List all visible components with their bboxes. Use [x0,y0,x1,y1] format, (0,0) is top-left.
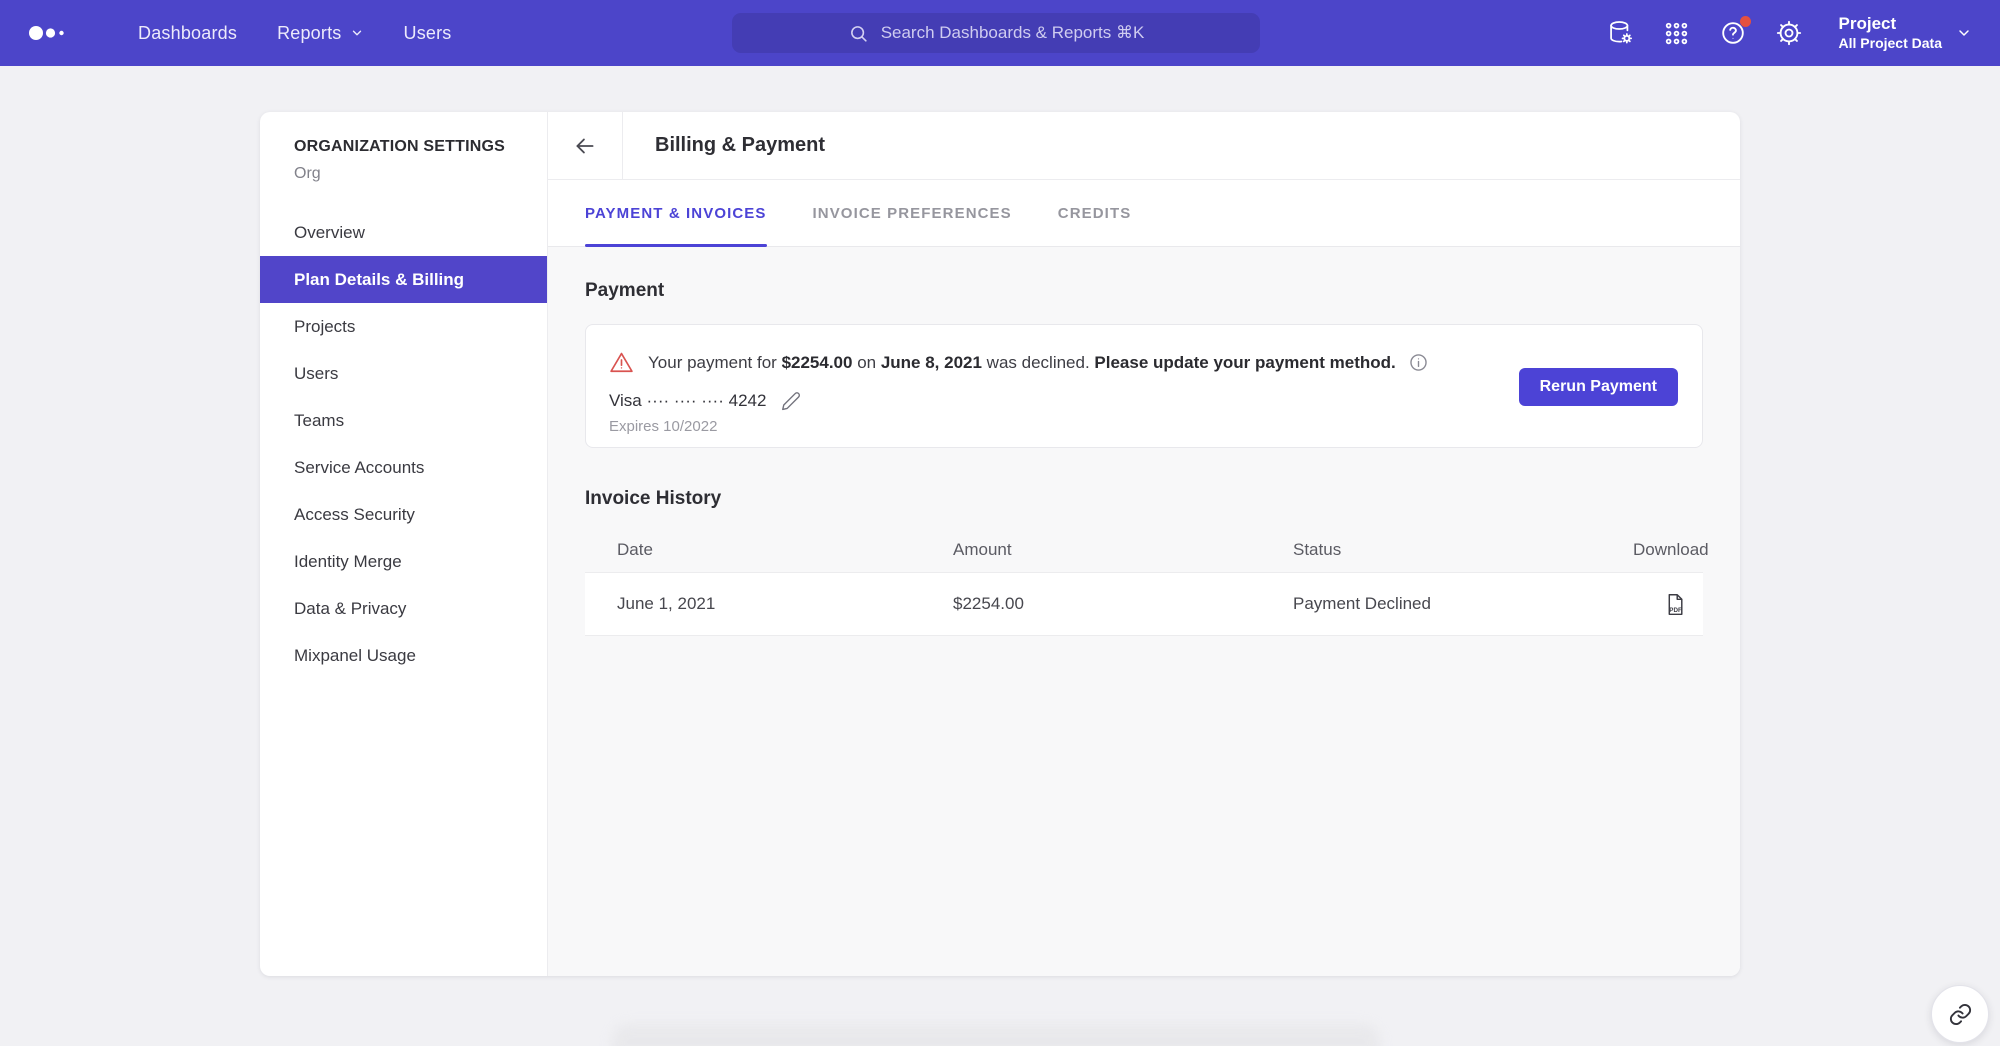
sidebar-item-teams[interactable]: Teams [294,410,345,430]
top-navbar: Dashboards Reports Users Search Dashboar… [0,0,2000,66]
sidebar-item-mixpanel-usage[interactable]: Mixpanel Usage [294,645,416,665]
project-switcher-title: Project [1838,14,1897,34]
invoice-table: Date Amount Status Download June 1, 2021… [585,528,1709,636]
nav-item-users[interactable]: Users [404,23,452,44]
nav-item-reports[interactable]: Reports [277,23,363,44]
org-settings-sidebar: ORGANIZATION SETTINGS Org Overview Plan … [260,112,548,976]
page-header: Billing & Payment [548,112,1740,180]
column-header-date: Date [617,540,653,559]
sidebar-item-projects[interactable]: Projects [294,316,356,336]
link-chain-icon [1949,1003,1971,1025]
card-summary: Visa ···· ···· ···· 4242 [609,391,767,410]
declined-payment-message: Your payment for $2254.00 on June 8, 202… [648,352,1429,373]
nav-item-label: Dashboards [138,22,238,43]
apps-grid-icon[interactable] [1661,17,1693,49]
chevron-down-icon [1959,30,1969,36]
org-name: Org [294,165,321,182]
pencil-icon [782,392,801,411]
invoice-status: Payment Declined [1293,594,1431,613]
sidebar-item-access-security[interactable]: Access Security [294,504,415,524]
pdf-file-icon: PDF [1668,593,1683,615]
card-expiry: Expires 10/2022 [609,418,718,435]
page-title: Billing & Payment [655,134,826,156]
download-pdf-button[interactable]: PDF [1662,592,1687,617]
svg-text:PDF: PDF [1669,607,1682,614]
bottom-sheet-shadow [612,1024,1380,1046]
sidebar-item-users[interactable]: Users [294,363,339,383]
column-header-status: Status [1293,540,1342,559]
column-header-amount: Amount [953,540,1012,559]
search-input[interactable]: Search Dashboards & Reports ⌘K [732,13,1260,53]
chevron-down-icon [352,30,361,36]
invoice-date: June 1, 2021 [617,594,716,613]
arrow-left-icon [576,138,594,153]
sidebar-item-identity-merge[interactable]: Identity Merge [294,551,402,571]
rerun-payment-button[interactable]: Rerun Payment [1518,368,1678,406]
nav-item-label: Users [403,22,452,43]
nav-item-dashboards[interactable]: Dashboards [138,23,237,44]
sidebar-item-overview[interactable]: Overview [294,222,365,242]
project-switcher-subtitle: All Project Data [1838,34,1942,51]
warning-icon [610,352,633,373]
invoice-table-header: Date Amount Status Download [585,528,1709,572]
tab-content: Payment Your payment for $2254.00 on Jun… [548,247,1740,976]
data-management-icon[interactable] [1605,17,1637,49]
payment-section-title: Payment [585,280,665,301]
notification-badge [1739,16,1751,27]
nav-item-label: Reports [277,22,342,43]
copy-link-button[interactable] [1931,985,1989,1043]
invoice-table-row: June 1, 2021 $2254.00 Payment Declined P… [585,572,1703,636]
help-icon[interactable] [1717,16,1751,49]
sidebar-item-data-privacy[interactable]: Data & Privacy [294,598,407,618]
mixpanel-logo-icon[interactable] [28,24,70,42]
invoice-amount: $2254.00 [953,594,1024,613]
info-icon[interactable] [1408,352,1429,373]
tab-invoice-preferences[interactable]: INVOICE PREFERENCES [812,204,1012,222]
sidebar-item-service-accounts[interactable]: Service Accounts [294,457,425,477]
search-icon [850,25,867,42]
column-header-download: Download [1633,540,1709,559]
billing-tabs: PAYMENT & INVOICES INVOICE PREFERENCES C… [548,180,1740,247]
sidebar-title: ORGANIZATION SETTINGS [294,138,506,155]
edit-card-button[interactable] [780,390,802,412]
payment-alert-card: Your payment for $2254.00 on June 8, 202… [585,324,1703,448]
sidebar-item-plan-details-billing[interactable]: Plan Details & Billing [260,256,547,303]
settings-panel: ORGANIZATION SETTINGS Org Overview Plan … [260,112,1740,976]
back-button[interactable] [548,112,623,179]
tab-credits[interactable]: CREDITS [1057,204,1132,222]
project-switcher[interactable]: Project All Project Data [1839,14,1972,51]
invoice-history-title: Invoice History [585,488,722,509]
tab-payment-invoices[interactable]: PAYMENT & INVOICES [585,180,767,247]
search-placeholder: Search Dashboards & Reports ⌘K [880,23,1145,42]
settings-gear-icon[interactable] [1773,17,1805,49]
